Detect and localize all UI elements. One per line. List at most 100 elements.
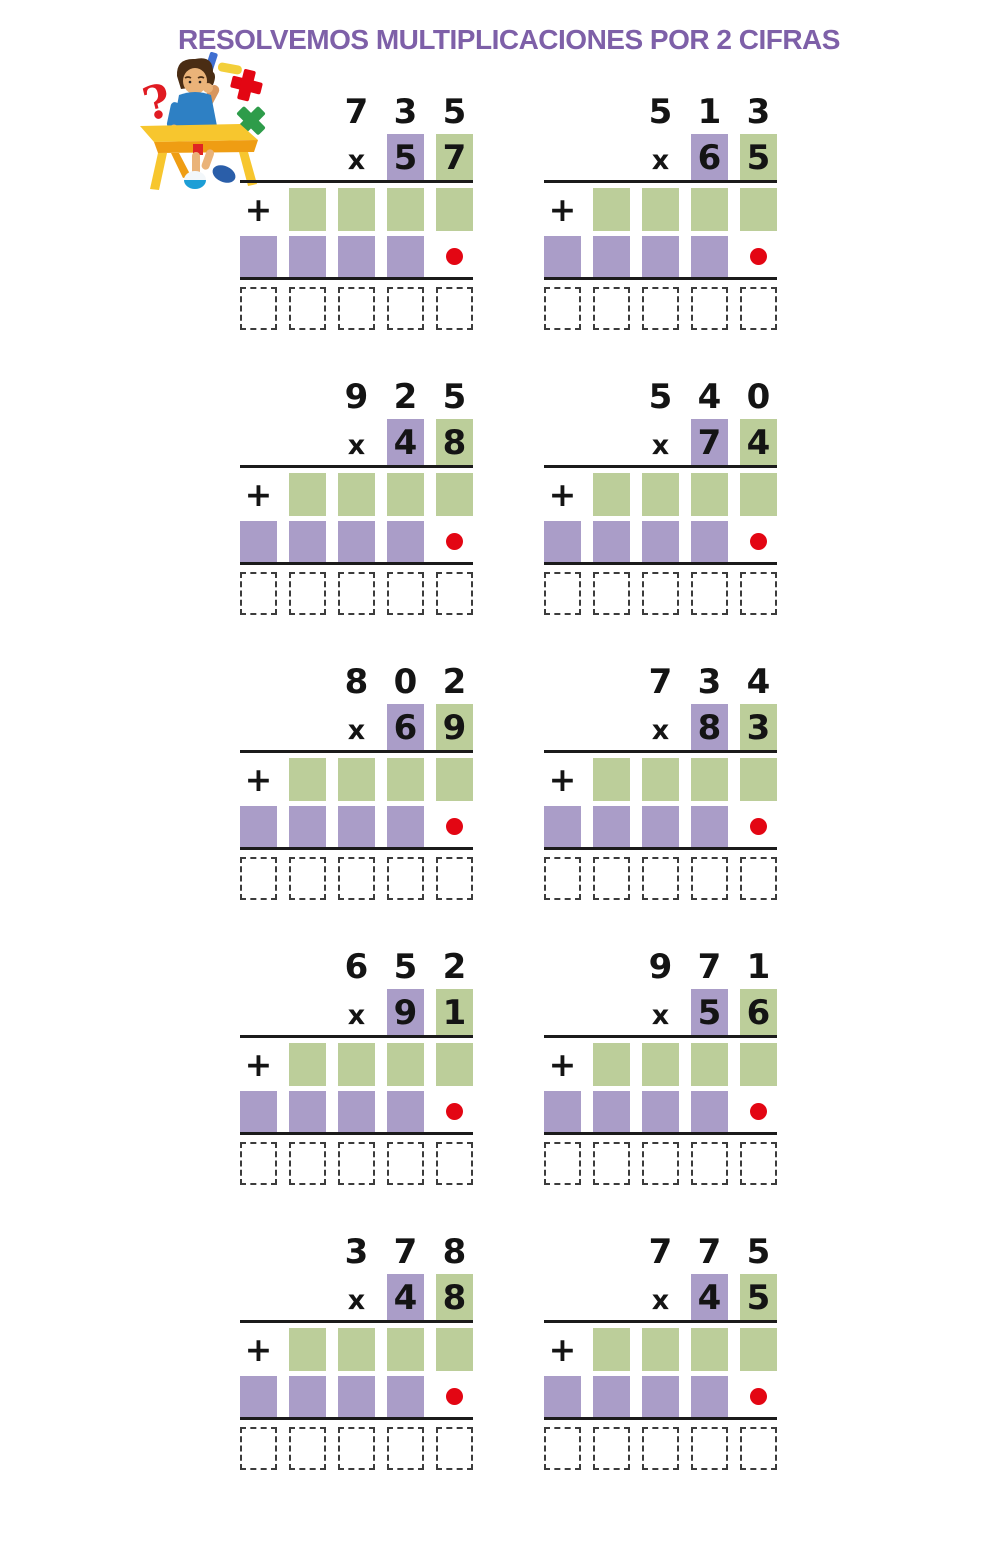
answer-cell[interactable] [387,1427,424,1470]
partial-product-2-cell[interactable] [691,236,728,277]
partial-product-2-cell[interactable] [544,1376,581,1417]
answer-cell[interactable] [338,572,375,615]
partial-product-2-cell[interactable] [387,236,424,277]
partial-product-2-cell[interactable] [240,236,277,277]
partial-product-2-cell[interactable] [338,1376,375,1417]
partial-product-2-cell[interactable] [387,806,424,847]
answer-cell[interactable] [436,1427,473,1470]
answer-cell[interactable] [338,857,375,900]
answer-cell[interactable] [387,572,424,615]
partial-product-2-cell[interactable] [642,1376,679,1417]
answer-cell[interactable] [642,857,679,900]
partial-product-2-cell[interactable] [691,1376,728,1417]
answer-cell[interactable] [436,857,473,900]
answer-cell[interactable] [544,287,581,330]
partial-product-1-cell[interactable] [740,1328,777,1371]
partial-product-1-cell[interactable] [387,188,424,231]
partial-product-1-cell[interactable] [593,473,630,516]
answer-cell[interactable] [289,287,326,330]
partial-product-2-cell[interactable] [387,1376,424,1417]
partial-product-1-cell[interactable] [289,758,326,801]
answer-cell[interactable] [691,1142,728,1185]
partial-product-1-cell[interactable] [740,758,777,801]
answer-cell[interactable] [289,1427,326,1470]
partial-product-1-cell[interactable] [642,1328,679,1371]
partial-product-1-cell[interactable] [593,188,630,231]
partial-product-2-cell[interactable] [387,521,424,562]
answer-cell[interactable] [240,857,277,900]
partial-product-1-cell[interactable] [642,188,679,231]
answer-cell[interactable] [691,287,728,330]
answer-cell[interactable] [691,857,728,900]
partial-product-1-cell[interactable] [593,758,630,801]
partial-product-2-cell[interactable] [691,806,728,847]
partial-product-1-cell[interactable] [338,188,375,231]
partial-product-1-cell[interactable] [338,1043,375,1086]
partial-product-2-cell[interactable] [289,1376,326,1417]
partial-product-1-cell[interactable] [436,1328,473,1371]
answer-cell[interactable] [593,1142,630,1185]
answer-cell[interactable] [436,572,473,615]
partial-product-2-cell[interactable] [642,521,679,562]
partial-product-1-cell[interactable] [289,1328,326,1371]
answer-cell[interactable] [740,857,777,900]
partial-product-1-cell[interactable] [289,1043,326,1086]
answer-cell[interactable] [691,572,728,615]
partial-product-2-cell[interactable] [544,521,581,562]
answer-cell[interactable] [436,1142,473,1185]
partial-product-1-cell[interactable] [289,473,326,516]
partial-product-2-cell[interactable] [338,1091,375,1132]
partial-product-1-cell[interactable] [387,1043,424,1086]
partial-product-1-cell[interactable] [436,1043,473,1086]
answer-cell[interactable] [289,572,326,615]
partial-product-1-cell[interactable] [387,473,424,516]
partial-product-1-cell[interactable] [436,188,473,231]
partial-product-2-cell[interactable] [544,1091,581,1132]
answer-cell[interactable] [544,857,581,900]
answer-cell[interactable] [593,287,630,330]
partial-product-2-cell[interactable] [593,1376,630,1417]
partial-product-2-cell[interactable] [338,521,375,562]
partial-product-2-cell[interactable] [642,236,679,277]
partial-product-2-cell[interactable] [240,521,277,562]
answer-cell[interactable] [240,1427,277,1470]
partial-product-2-cell[interactable] [691,1091,728,1132]
answer-cell[interactable] [240,572,277,615]
partial-product-1-cell[interactable] [691,473,728,516]
partial-product-2-cell[interactable] [338,236,375,277]
answer-cell[interactable] [740,1427,777,1470]
partial-product-2-cell[interactable] [593,236,630,277]
partial-product-1-cell[interactable] [642,473,679,516]
partial-product-1-cell[interactable] [691,188,728,231]
partial-product-1-cell[interactable] [338,473,375,516]
answer-cell[interactable] [436,287,473,330]
partial-product-2-cell[interactable] [593,1091,630,1132]
answer-cell[interactable] [338,1427,375,1470]
partial-product-2-cell[interactable] [240,806,277,847]
partial-product-2-cell[interactable] [387,1091,424,1132]
answer-cell[interactable] [593,1427,630,1470]
answer-cell[interactable] [338,287,375,330]
answer-cell[interactable] [593,857,630,900]
answer-cell[interactable] [642,287,679,330]
answer-cell[interactable] [289,1142,326,1185]
partial-product-1-cell[interactable] [289,188,326,231]
answer-cell[interactable] [691,1427,728,1470]
partial-product-1-cell[interactable] [593,1043,630,1086]
partial-product-1-cell[interactable] [642,758,679,801]
answer-cell[interactable] [240,1142,277,1185]
partial-product-2-cell[interactable] [544,236,581,277]
answer-cell[interactable] [593,572,630,615]
partial-product-2-cell[interactable] [691,521,728,562]
partial-product-1-cell[interactable] [740,1043,777,1086]
partial-product-1-cell[interactable] [338,1328,375,1371]
answer-cell[interactable] [387,857,424,900]
answer-cell[interactable] [289,857,326,900]
answer-cell[interactable] [240,287,277,330]
answer-cell[interactable] [740,1142,777,1185]
partial-product-1-cell[interactable] [740,473,777,516]
partial-product-2-cell[interactable] [642,1091,679,1132]
partial-product-2-cell[interactable] [289,236,326,277]
partial-product-2-cell[interactable] [289,1091,326,1132]
partial-product-1-cell[interactable] [338,758,375,801]
